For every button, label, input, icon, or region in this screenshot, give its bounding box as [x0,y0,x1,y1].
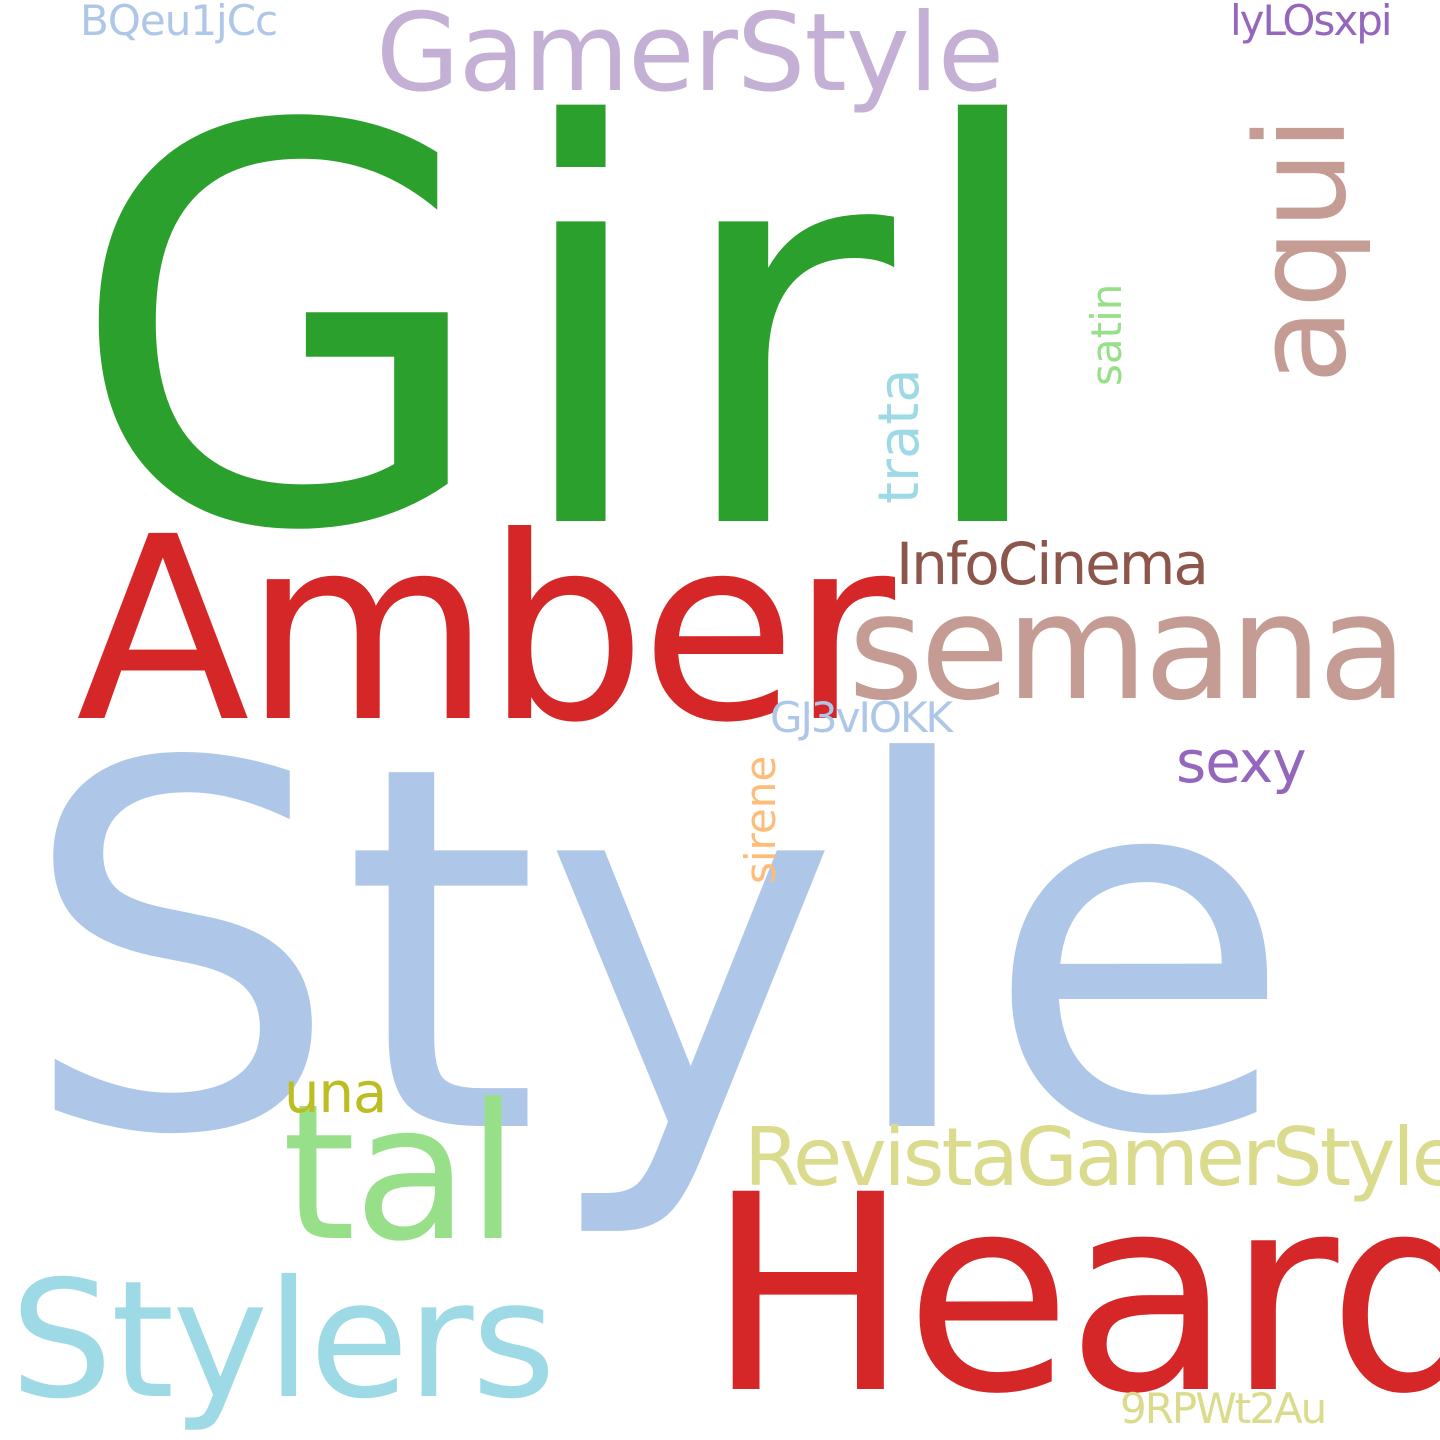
word-heard: Heard [706,1138,1440,1440]
word-gamerstyle: GamerStyle [376,0,1004,116]
word-revistagamerstyle: RevistaGamerStyle [744,1111,1440,1204]
word-stylers: Stylers [10,1247,556,1435]
word-satin: satin [1082,283,1131,386]
word-sirene: sirene [736,755,785,884]
word-aqui: aqui [1230,116,1374,384]
word-girl: Girl [68,13,1071,651]
word-9rpwt2au: 9RPWt2Au [1120,1384,1327,1433]
word-tal: tal [282,1064,519,1283]
word-lylosxpi: lyLOsxpi [1230,0,1393,45]
word-semana: semana [848,563,1408,733]
word-amber: Amber [76,482,895,778]
word-style: Style [20,658,1296,1245]
word-trata: trata [867,368,932,504]
word-una: una [284,1061,387,1126]
word-bqeu1jcc: BQeu1jCc [80,0,278,45]
word-sexy: sexy [1176,728,1307,796]
word-gj3viokk: GJ3vIOKK [770,693,953,742]
word-infocinema: InfoCinema [896,530,1209,598]
